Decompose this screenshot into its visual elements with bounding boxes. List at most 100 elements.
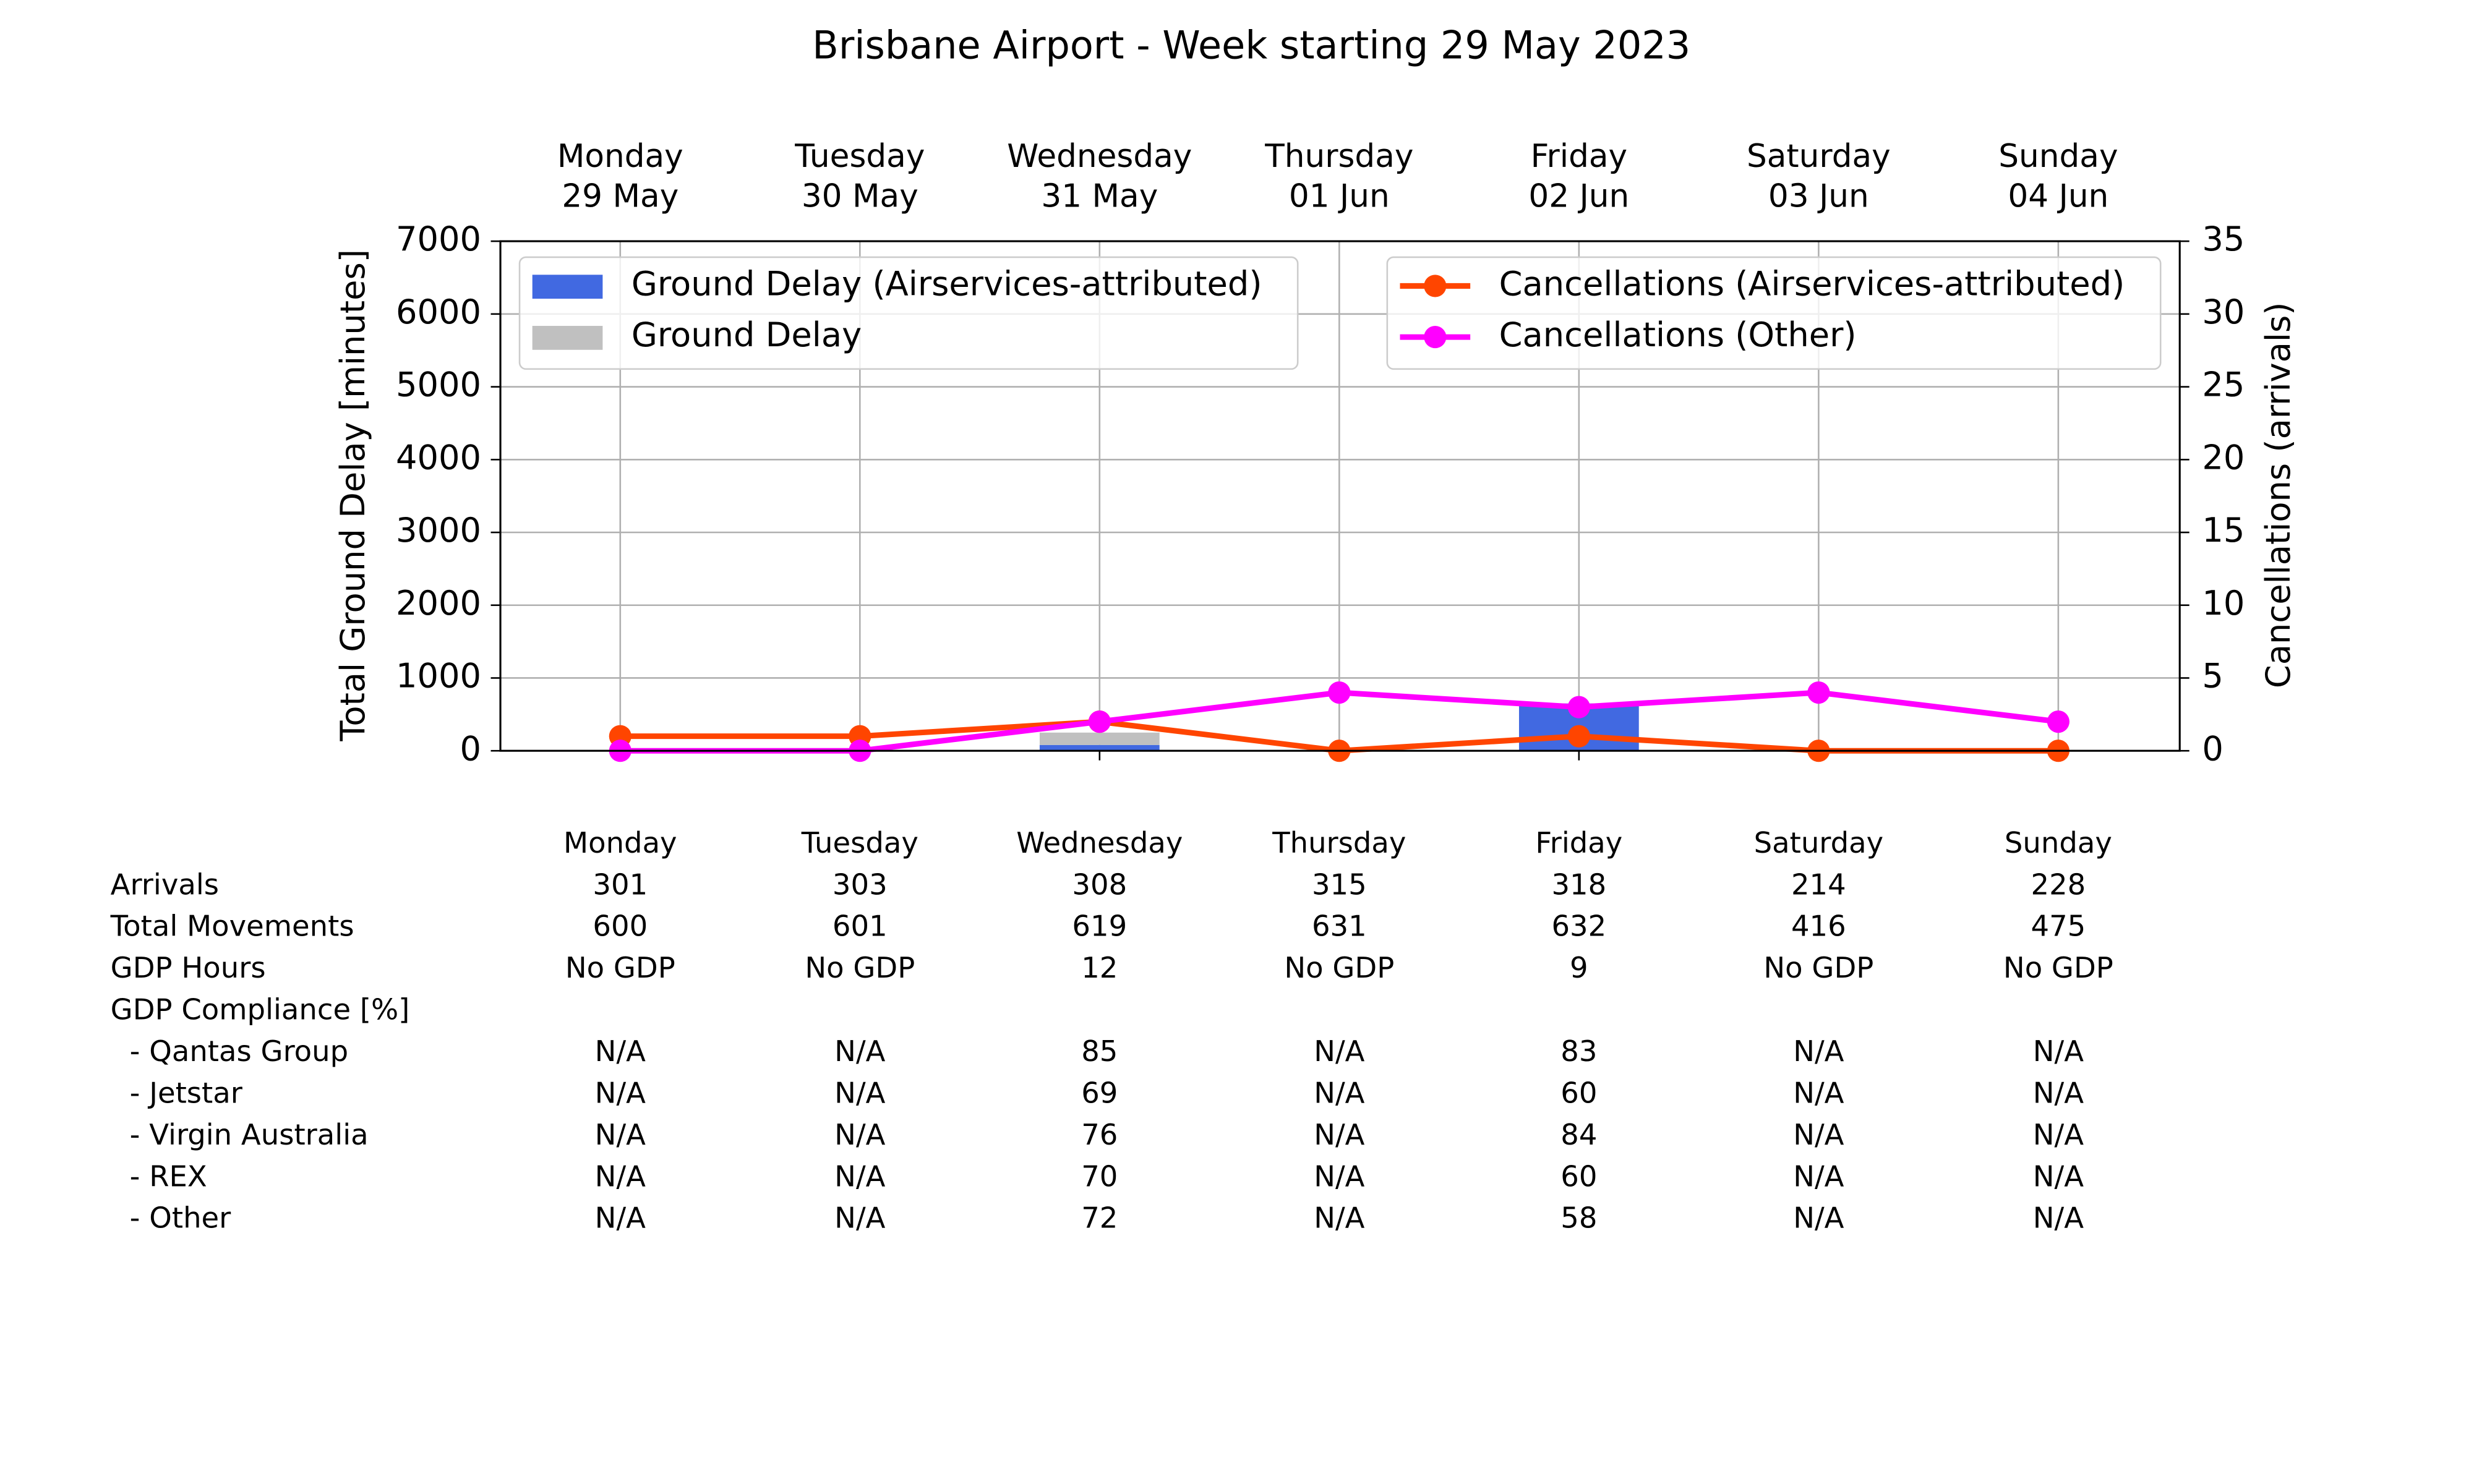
table-cell: 69: [1081, 1076, 1118, 1109]
table-cell: 76: [1081, 1118, 1118, 1151]
y2-axis-label: Cancellations (arrivals): [2259, 302, 2298, 689]
table-cell: 72: [1081, 1201, 1118, 1235]
table-row-label: - Other: [130, 1201, 231, 1235]
table-cell: 631: [1312, 910, 1367, 943]
table-cell: N/A: [1793, 1034, 1844, 1068]
table-cell: N/A: [1314, 1159, 1364, 1193]
x-tick-date: 04 Jun: [2008, 177, 2108, 215]
table-cell: N/A: [1793, 1201, 1844, 1235]
table-header: Friday: [1535, 826, 1622, 859]
table-cell: N/A: [834, 1201, 885, 1235]
table-cell: N/A: [1793, 1076, 1844, 1109]
x-tick-label: Sunday: [1998, 138, 2118, 175]
table-cell: N/A: [595, 1034, 646, 1068]
table-cell: 315: [1312, 868, 1367, 901]
bar: [1039, 732, 1160, 745]
x-tick-label: Monday: [557, 138, 683, 175]
table-cell: N/A: [2033, 1159, 2084, 1193]
table-cell: N/A: [2033, 1201, 2084, 1235]
y-tick-label: 6000: [396, 292, 481, 331]
y-tick-label: 5000: [396, 365, 481, 404]
table-cell: N/A: [1314, 1076, 1364, 1109]
table-row-label: - Virgin Australia: [130, 1118, 369, 1151]
legend-box: [518, 256, 1299, 370]
x-tick-label: Wednesday: [1007, 138, 1192, 175]
table-header: Saturday: [1754, 826, 1884, 859]
x-tick-label: Tuesday: [794, 138, 925, 175]
table-cell: 318: [1551, 868, 1606, 901]
table-header: Monday: [563, 826, 677, 859]
table-cell: N/A: [2033, 1118, 2084, 1151]
table-cell: 58: [1560, 1201, 1597, 1235]
y2-tick-label: 20: [2202, 438, 2245, 477]
table-cell: N/A: [1314, 1201, 1364, 1235]
plot-frame: [499, 240, 2181, 752]
legend-label: Cancellations (Other): [1499, 315, 1857, 354]
table-cell: N/A: [595, 1159, 646, 1193]
table-row-label: Arrivals: [111, 868, 219, 901]
x-tick-date: 01 Jun: [1289, 177, 1390, 215]
table-cell: 632: [1551, 910, 1606, 943]
table-section-label: GDP Compliance [%]: [111, 993, 410, 1026]
table-cell: No GDP: [565, 951, 675, 984]
table-cell: No GDP: [1284, 951, 1394, 984]
y2-tick-label: 30: [2202, 292, 2245, 331]
table-cell: N/A: [834, 1076, 885, 1109]
table-cell: 600: [593, 910, 648, 943]
table-cell: 60: [1560, 1076, 1597, 1109]
table-cell: N/A: [834, 1118, 885, 1151]
table-cell: N/A: [595, 1076, 646, 1109]
marker: [1567, 696, 1590, 719]
table-cell: N/A: [1793, 1159, 1844, 1193]
table-cell: 60: [1560, 1159, 1597, 1193]
table-cell: N/A: [2033, 1034, 2084, 1068]
table-cell: 303: [833, 868, 888, 901]
y-tick-label: 0: [460, 729, 482, 768]
table-cell: 228: [2031, 868, 2086, 901]
legend-marker: [1424, 326, 1447, 349]
table-cell: 416: [1791, 910, 1846, 943]
table-header: Thursday: [1272, 826, 1406, 859]
table-cell: 85: [1081, 1034, 1118, 1068]
table-cell: 308: [1072, 868, 1127, 901]
table-row-label: - Qantas Group: [130, 1034, 348, 1068]
table-row-label: GDP Hours: [111, 951, 266, 984]
y2-tick-label: 5: [2202, 657, 2224, 696]
x-tick-label: Saturday: [1747, 138, 1891, 175]
y-axis-label: Total Ground Delay [minutes]: [333, 249, 372, 741]
y-tick-label: 4000: [396, 438, 481, 477]
marker: [1567, 725, 1590, 748]
table-cell: 70: [1081, 1159, 1118, 1193]
y-tick-label: 7000: [396, 220, 481, 258]
table-cell: N/A: [595, 1201, 646, 1235]
table-cell: 214: [1791, 868, 1846, 901]
legend-label: Ground Delay: [631, 315, 862, 354]
marker: [1807, 681, 1830, 704]
y2-tick-label: 15: [2202, 511, 2245, 550]
marker: [1088, 710, 1111, 733]
y2-tick-label: 35: [2202, 220, 2245, 258]
table-header: Sunday: [2005, 826, 2112, 859]
table-cell: No GDP: [2003, 951, 2113, 984]
table-cell: N/A: [1793, 1118, 1844, 1151]
x-tick-date: 02 Jun: [1528, 177, 1629, 215]
marker: [2047, 710, 2070, 733]
table-cell: N/A: [834, 1034, 885, 1068]
table-cell: N/A: [1314, 1118, 1364, 1151]
chart-title: Brisbane Airport - Week starting 29 May …: [812, 23, 1690, 68]
table-cell: 9: [1570, 951, 1588, 984]
table-cell: No GDP: [805, 951, 915, 984]
table-cell: 83: [1560, 1034, 1597, 1068]
legend-swatch: [532, 275, 603, 299]
table-cell: 84: [1560, 1118, 1597, 1151]
bar: [1039, 744, 1160, 751]
y-tick-label: 2000: [396, 584, 481, 623]
x-tick-date: 29 May: [562, 177, 678, 215]
table-row-label: - Jetstar: [130, 1076, 243, 1109]
x-tick-label: Friday: [1531, 138, 1628, 175]
y-tick-label: 1000: [396, 657, 481, 696]
y2-tick-label: 0: [2202, 729, 2224, 768]
x-tick-label: Thursday: [1264, 138, 1413, 175]
table-cell: 301: [593, 868, 648, 901]
